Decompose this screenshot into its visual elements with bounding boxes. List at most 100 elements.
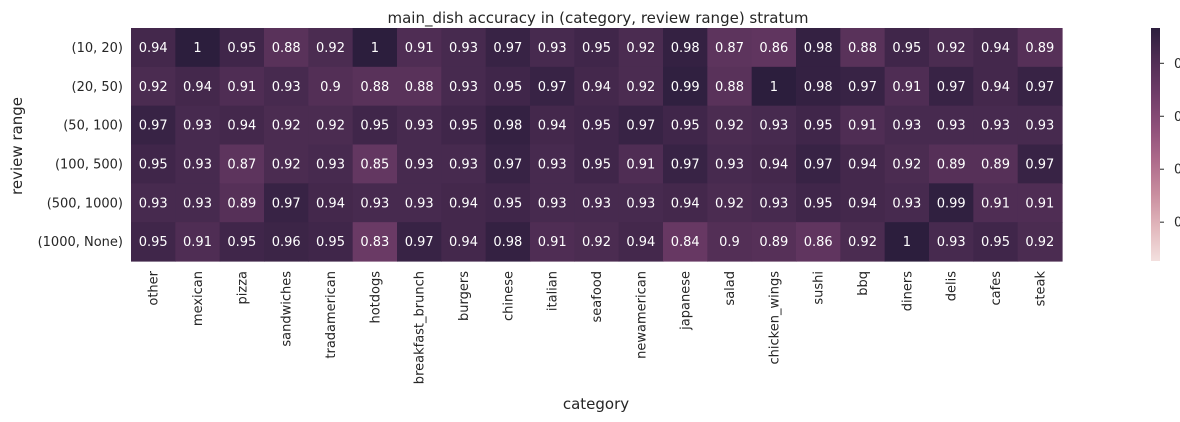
x-tick-label: diners [900,271,915,311]
heatmap-cell [1017,28,1063,68]
heatmap-cell [1017,105,1063,146]
y-tick-label: (10, 20) [72,41,124,56]
heatmap-cell [219,105,265,146]
cell-value-label: 0.97 [139,119,168,134]
cell-value-label: 0.93 [405,157,434,172]
x-tick-label: mexican [191,271,206,326]
heatmap-cell [175,66,221,107]
chart-title: main_dish accuracy in (category, review … [388,9,809,28]
x-tick-label: other [147,270,162,305]
x-tick-label: italian [546,271,561,311]
heatmap-cell [973,105,1019,146]
cell-value-label: 0.93 [981,119,1010,134]
cell-value-label: 0.95 [227,235,256,250]
heatmap-cell [308,28,354,68]
cell-value-label: 0.89 [981,157,1010,172]
cell-value-label: 0.95 [582,119,611,134]
x-tick-label: steak [1033,271,1048,307]
heatmap-cell [796,183,841,223]
cell-value-label: 0.94 [981,80,1010,95]
x-tick-label: delis [945,271,960,301]
heatmap-cell [751,183,797,223]
heatmap-cell [397,144,442,184]
cell-value-label: 0.93 [449,41,478,56]
cell-value-label: 0.97 [671,157,700,172]
colorbar-tick-label: 0.90 [1174,57,1180,72]
cell-value-label: 0.93 [538,196,567,211]
x-tick-label: chicken_wings [767,271,782,365]
cell-value-label: 0.93 [405,119,434,134]
cell-value-label: 0.94 [538,119,567,134]
x-tick-labels: other mexican pizza sandwiches tradamerican h… [147,270,1049,384]
cell-value-label: 0.97 [493,157,522,172]
cell-value-label: 0.93 [449,80,478,95]
cell-value-label: 0.88 [405,80,434,95]
cell-value-label: 0.91 [1025,196,1054,211]
y-tick-label: (1000, None) [38,235,123,250]
heatmap-cell [929,28,974,68]
cell-value-label: 0.92 [582,235,611,250]
heatmap-cell [663,183,708,223]
heatmap-cell [618,28,664,68]
heatmap-cell [796,28,841,68]
heatmap-cells: 0.94 1 0.95 0.88 0.92 1 0.91 0.93 0.97 0.93 0.95 0.… [131,28,1063,262]
heatmap-cell [618,183,664,223]
cell-value-label: 0.98 [493,235,522,250]
cell-value-label: 0.92 [937,41,966,56]
heatmap-cell [618,105,664,146]
x-tick-label: pizza [235,271,250,304]
cell-value-label: 0.99 [671,80,700,95]
heatmap-cell [264,105,309,146]
cell-value-label: 0.91 [183,235,212,250]
heatmap-cell [1017,183,1063,223]
cell-value-label: 0.91 [626,157,655,172]
cell-value-label: 0.87 [715,41,744,56]
heatmap-cell [796,144,841,184]
heatmap-cell [707,28,753,68]
heatmap-cell [663,222,708,262]
heatmap-cell [530,105,575,146]
cell-value-label: 0.91 [981,196,1010,211]
cell-value-label: 0.9 [320,80,341,95]
cell-value-label: 0.93 [759,196,788,211]
heatmap-cell [973,28,1019,68]
heatmap-cell [973,66,1019,107]
heatmap-cell [751,144,797,184]
heatmap-cell [441,28,487,68]
heatmap-cell [131,28,176,68]
cell-value-label: 0.92 [715,119,744,134]
cell-value-label: 0.98 [671,41,700,56]
heatmap-cell [530,66,575,107]
y-tick-label: (100, 500) [55,157,123,172]
heatmap-cell [175,183,221,223]
cell-value-label: 0.92 [892,157,921,172]
cell-value-label: 0.93 [1025,119,1054,134]
cell-value-label: 0.97 [493,41,522,56]
cell-value-label: 0.93 [139,196,168,211]
heatmap-cell [397,183,442,223]
heatmap-cell [574,144,620,184]
heatmap-cell [352,222,398,262]
heatmap-cell [663,105,708,146]
cell-value-label: 0.94 [981,41,1010,56]
heatmap-cell [175,144,221,184]
heatmap-cell [1017,66,1063,107]
heatmap-cell [264,66,309,107]
x-tick-label: burgers [457,271,472,321]
heatmap-cell [574,66,620,107]
cell-value-label: 0.94 [671,196,700,211]
cell-value-label: 0.89 [759,235,788,250]
cell-value-label: 0.91 [892,80,921,95]
cell-value-label: 0.92 [848,235,877,250]
cell-value-label: 0.95 [493,80,522,95]
cell-value-label: 0.88 [848,41,877,56]
cell-value-label: 0.93 [892,119,921,134]
heatmap-cell [219,183,265,223]
heatmap-cell [175,105,221,146]
colorbar-tick-label: 0.75 [1174,110,1180,125]
cell-value-label: 0.93 [937,119,966,134]
heatmap-cell [840,105,886,146]
cell-value-label: 1 [193,41,201,56]
heatmap-cell [574,105,620,146]
cell-value-label: 0.95 [804,119,833,134]
